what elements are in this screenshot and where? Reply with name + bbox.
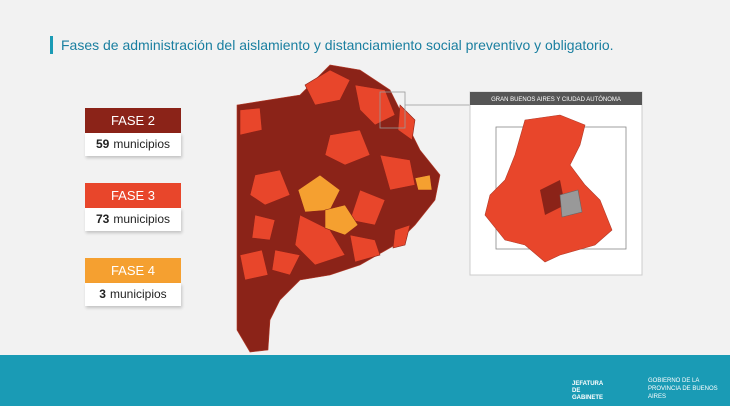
slide-title: Fases de administración del aislamiento … [50, 36, 614, 54]
inset-header [470, 92, 642, 105]
caba [559, 189, 583, 218]
legend-label: FASE 3 [85, 183, 181, 208]
legend-unit: municipios [113, 212, 171, 226]
inset-locator [379, 91, 406, 129]
legend-unit: municipios [109, 287, 167, 301]
gba-phase2 [540, 180, 565, 215]
inset-title: GRAN BUENOS AIRES Y CIUDAD AUTÓNOMA [491, 96, 621, 103]
footer-right: GOBIERNO DE LA PROVINCIA DE BUENOS AIRES [648, 378, 718, 400]
legend-item: FASE 3 73 municipios [85, 183, 181, 231]
legend-body: 3 municipios [85, 283, 181, 306]
legend-count: 73 [95, 212, 110, 226]
footer-left: JEFATURA DE GABINETE [572, 381, 604, 401]
legend-body: 73 municipios [85, 208, 181, 231]
phase3-districts [239, 69, 416, 281]
legend-unit: municipios [113, 137, 171, 151]
legend-label: FASE 2 [85, 108, 181, 133]
map: GRAN BUENOS AIRES Y CIUDAD AUTÓNOMA [236, 64, 643, 353]
phase4-districts [297, 174, 433, 236]
legend-body: 59 municipios [85, 133, 181, 156]
legend-item: FASE 4 3 municipios [85, 258, 181, 306]
footer: JEFATURA DE GABINETE GOBIERNO DE LA PROV… [0, 355, 730, 406]
legend-label: FASE 4 [85, 258, 181, 283]
legend-count: 3 [99, 287, 106, 301]
legend-count: 59 [95, 137, 110, 151]
legend-item: FASE 2 59 municipios [85, 108, 181, 156]
